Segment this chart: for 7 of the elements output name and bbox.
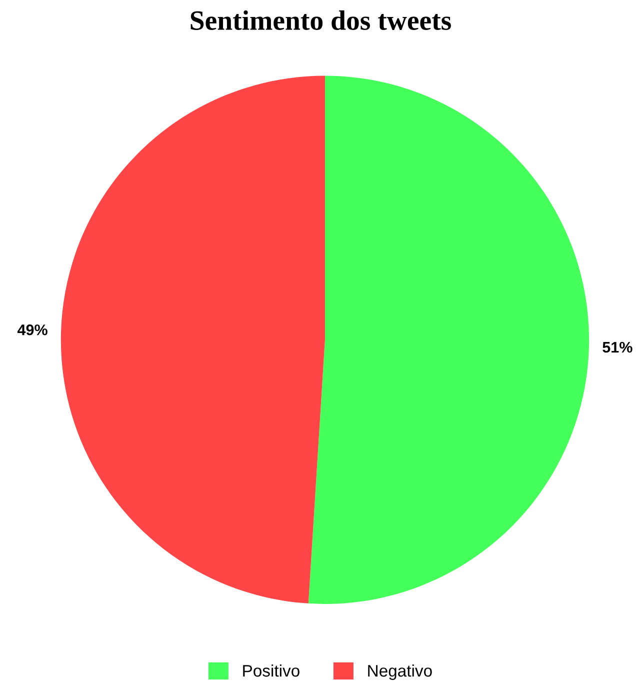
chart-title: Sentimento dos tweets bbox=[190, 10, 451, 30]
pie-slice bbox=[61, 76, 325, 604]
legend-label: Negativo bbox=[368, 664, 432, 680]
legend-label: Positivo bbox=[243, 664, 300, 677]
data-label: 51% bbox=[602, 342, 632, 353]
data-label: 49% bbox=[17, 324, 48, 336]
pie-slice bbox=[308, 76, 590, 604]
